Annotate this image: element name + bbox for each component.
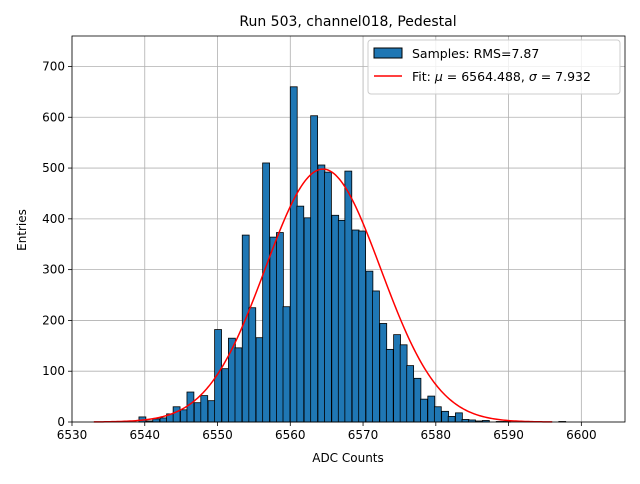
chart-title: Run 503, channel018, Pedestal [239,14,456,30]
histogram-bar [262,162,270,423]
histogram-bar [337,219,346,423]
legend-box [367,39,621,95]
x-tick-label: 6580 [421,428,452,442]
y-tick-label: 500 [42,161,65,175]
histogram-bar [406,365,415,423]
histogram-bar [276,232,284,423]
histogram-bar [393,334,401,423]
histogram-bar [358,230,366,423]
histogram-bar [255,337,264,423]
axes-frame [71,35,626,423]
histogram-bar [248,307,257,423]
histogram-bar [441,410,449,423]
histogram-bar [303,217,312,423]
x-tick-label: 6570 [348,428,379,442]
histogram-bar [455,412,463,423]
histogram-bar [269,236,278,423]
legend-fit-label: Fit: μ = 6564.488, σ = 7.932 [412,69,591,84]
x-tick-label: 6540 [129,428,160,442]
y-axis-label: Entries [15,209,29,251]
histogram-bar [331,214,340,423]
ticks-layer: 6530 6540 6550 6560 6570 6580 6590 6600 0 100 200 3… [42,59,597,442]
histogram-bar [365,270,374,423]
histogram-bar [221,368,230,423]
histogram-bar [420,398,428,423]
y-tick-label: 700 [42,59,65,73]
histogram-bar [344,170,353,423]
x-axis-label: ADC Counts [312,451,384,465]
histogram-bar [351,229,360,423]
legend-samples-swatch [373,47,403,59]
histogram-bar [172,406,181,423]
histogram-bar [289,86,298,423]
legend-fit-prefix: Fit: [412,69,435,84]
histogram-bar [427,395,436,423]
x-tick-label: 6530 [57,428,88,442]
x-tick-label: 6600 [566,428,597,442]
histogram-bar [413,377,422,423]
x-tick-label: 6550 [202,428,233,442]
legend-fit-sigma-value: = 7.932 [537,69,591,84]
histogram-bar [296,205,305,423]
x-tick-label: 6590 [493,428,524,442]
histogram-bar [159,417,168,423]
legend-fit-mu-value: = 6564.488, [443,69,529,84]
fit-curve [93,168,553,423]
histogram-bar [282,306,291,423]
legend-fit-mu-symbol: μ [434,69,443,84]
y-tick-label: 400 [42,212,65,226]
y-tick-label: 200 [42,313,65,327]
y-tick-label: 600 [42,110,65,124]
histogram-bar [385,348,394,423]
legend-fit-sigma-symbol: σ [529,69,538,84]
histogram-bar [317,164,326,423]
histogram-bar [186,391,195,423]
histogram-bar [433,406,442,423]
legend: Samples: RMS=7.87 Fit: μ = 6564.488, σ =… [367,39,621,95]
y-tick-label: 100 [42,364,65,378]
histogram-bar [372,290,380,423]
histogram-bar [152,418,161,423]
x-tick-label: 6560 [275,428,306,442]
histogram-bar [379,323,388,423]
histogram-bar [324,171,332,423]
bars-layer [138,86,567,423]
histogram-bar [399,344,408,423]
histogram-bar [200,395,209,423]
histogram-bar [310,115,318,423]
histogram-bar [234,347,243,423]
histogram-bar [447,416,456,423]
histogram-bar [193,402,202,423]
histogram-bar [180,409,188,423]
legend-samples-label: Samples: RMS=7.87 [412,46,539,61]
y-tick-label: 300 [42,263,65,277]
histogram-bar [207,400,216,423]
histogram-bar [241,234,250,423]
y-tick-label: 0 [57,415,65,429]
